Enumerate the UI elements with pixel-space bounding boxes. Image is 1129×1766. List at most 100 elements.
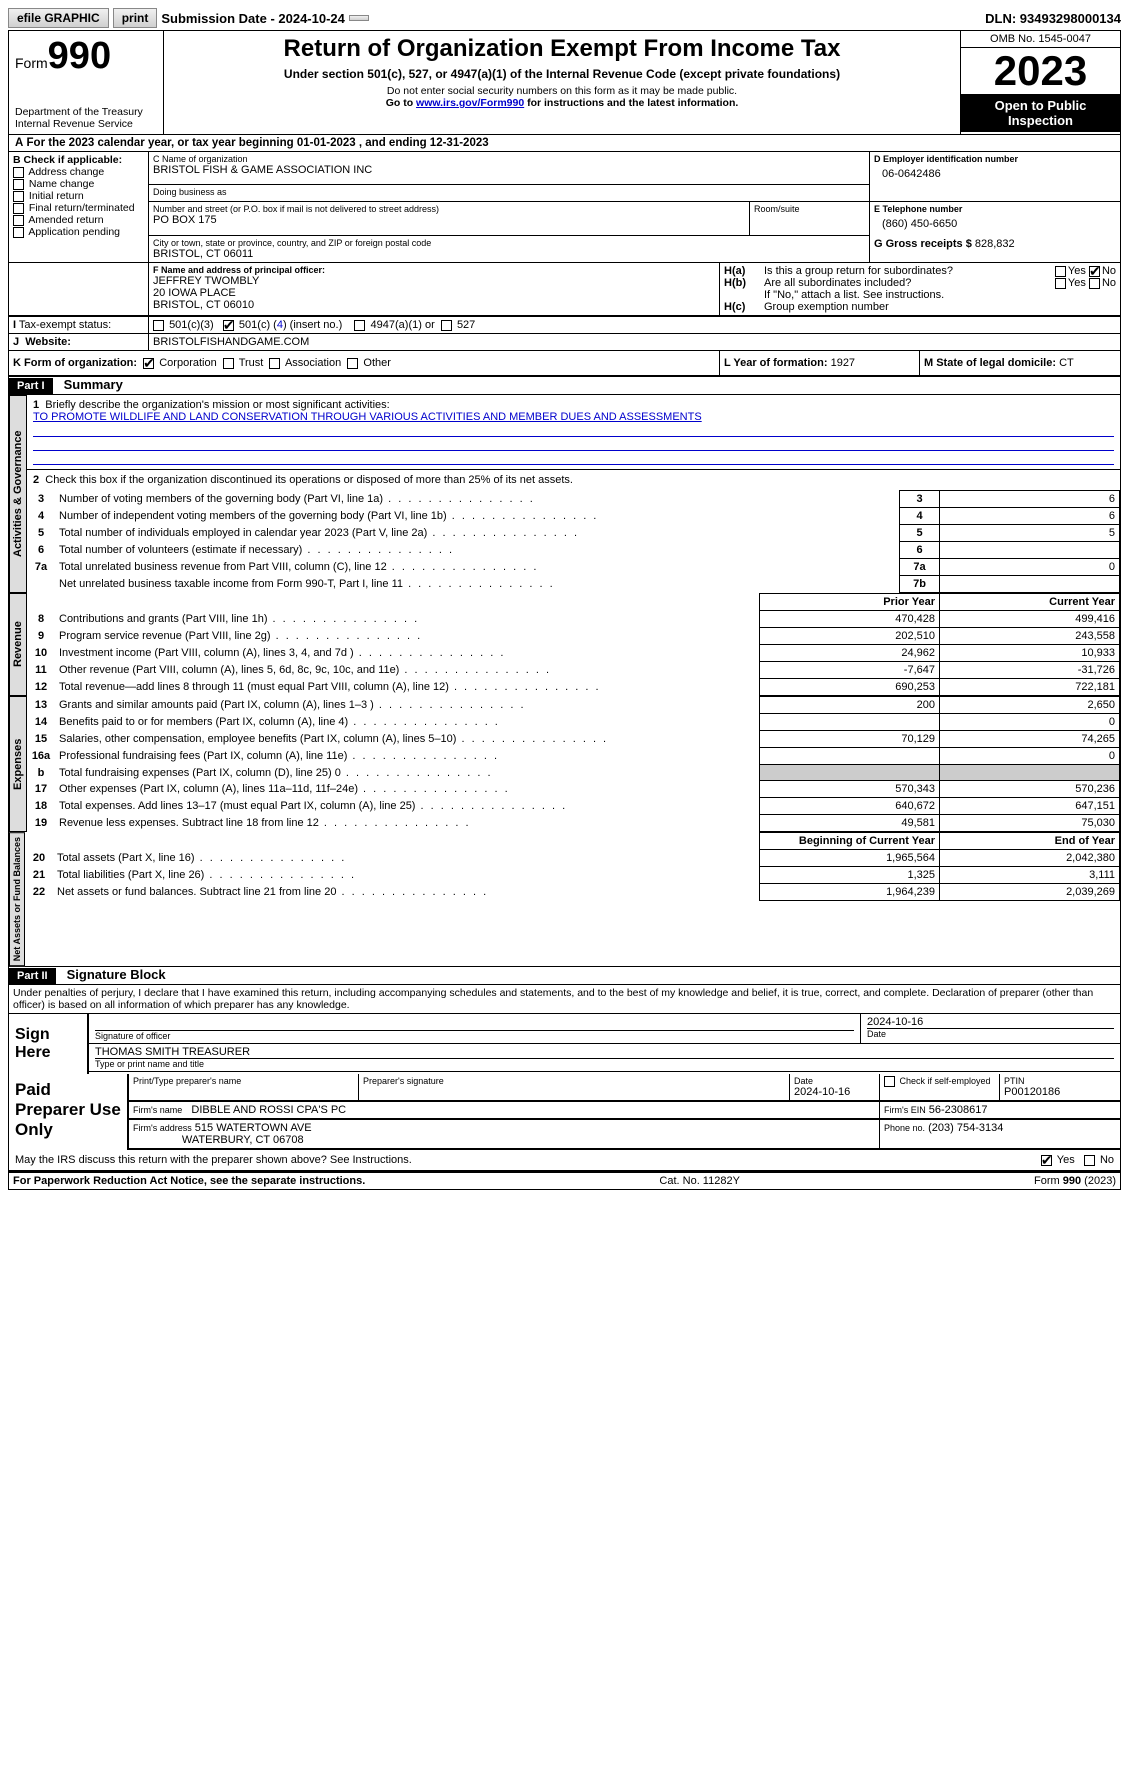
part2-header: Part II Signature Block [9,966,1120,985]
officer-addr1: 20 IOWA PLACE [153,287,715,299]
line-a: A For the 2023 calendar year, or tax yea… [9,135,1120,152]
submission-date: Submission Date - 2024-10-24 [161,11,345,26]
table-row: bTotal fundraising expenses (Part IX, co… [27,765,1120,781]
netassets-section: Net Assets or Fund Balances Beginning of… [9,832,1120,966]
footer-right: Form 990 (2023) [1034,1175,1116,1187]
501c-checkbox[interactable] [223,320,234,331]
ha-no-checkbox[interactable] [1089,266,1100,277]
omb-number: OMB No. 1545-0047 [961,31,1120,48]
revenue-section: Revenue Prior YearCurrent Year 8Contribu… [9,593,1120,696]
table-row: 22Net assets or fund balances. Subtract … [25,884,1120,901]
box-c: C Name of organization BRISTOL FISH & GA… [149,152,1120,263]
527-checkbox[interactable] [441,320,452,331]
website-label: Website: [25,336,71,348]
efile-button[interactable]: efile GRAPHIC [8,8,109,28]
table-row: 16aProfessional fundraising fees (Part I… [27,748,1120,765]
q1-label: Briefly describe the organization's miss… [45,399,389,411]
part2-title: Signature Block [67,967,166,982]
dln: DLN: 93493298000134 [985,11,1121,26]
tax-exempt-label: Tax-exempt status: [19,319,111,331]
officer-label: F Name and address of principal officer: [153,265,715,275]
table-row: 19Revenue less expenses. Subtract line 1… [27,815,1120,832]
footer-left: For Paperwork Reduction Act Notice, see … [13,1175,365,1187]
hb-note: If "No," attach a list. See instructions… [724,289,1116,301]
vtab-revenue: Revenue [9,593,27,696]
table-row: 14Benefits paid to or for members (Part … [27,714,1120,731]
assoc-checkbox[interactable] [269,358,280,369]
phone-value: (860) 450-6650 [874,214,1116,234]
officer-printed: THOMAS SMITH TREASURER [95,1046,1114,1058]
line-a-text: For the 2023 calendar year, or tax year … [27,137,489,149]
city-value: BRISTOL, CT 06011 [153,248,865,260]
part1-header: Part I Summary [9,376,1120,395]
boxb-option: Application pending [13,226,144,238]
self-employed-checkbox[interactable] [884,1076,895,1087]
gross-receipts-label: G Gross receipts $ [874,238,972,250]
501c3-checkbox[interactable] [153,320,164,331]
expenses-section: Expenses 13Grants and similar amounts pa… [9,696,1120,832]
trust-checkbox[interactable] [223,358,234,369]
subtitle-3: Go to www.irs.gov/Form990 for instructio… [172,97,952,109]
discuss-yes-checkbox[interactable] [1041,1155,1052,1166]
boxb-option: Amended return [13,214,144,226]
print-button[interactable]: print [113,8,158,28]
vtab-governance: Activities & Governance [9,395,27,593]
i-row: I Tax-exempt status: 501(c)(3) 501(c) (4… [9,316,1120,334]
vtab-expenses: Expenses [9,696,27,832]
box-b-title: B Check if applicable: [13,154,144,166]
phone-label: E Telephone number [874,204,1116,214]
paid-preparer-block: Paid Preparer Use Only Print/Type prepar… [9,1074,1120,1150]
ein-label: D Employer identification number [874,154,1116,164]
hb-yes-checkbox[interactable] [1055,278,1066,289]
ha-yes-checkbox[interactable] [1055,266,1066,277]
table-row: 5Total number of individuals employed in… [27,525,1120,542]
table-row: 15Salaries, other compensation, employee… [27,731,1120,748]
ein-value: 06-0642486 [874,164,1116,184]
street-label: Number and street (or P.O. box if mail i… [153,204,745,214]
hb-text: Are all subordinates included? [764,277,1006,289]
sign-date-label: Date [867,1028,1114,1039]
table-row: 18Total expenses. Add lines 13–17 (must … [27,798,1120,815]
corp-checkbox[interactable] [143,358,154,369]
officer-addr2: BRISTOL, CT 06010 [153,299,715,311]
vtab-netassets: Net Assets or Fund Balances [9,832,25,966]
footer: For Paperwork Reduction Act Notice, see … [9,1172,1120,1189]
irs-link[interactable]: www.irs.gov/Form990 [416,97,524,109]
header-mid: Return of Organization Exempt From Incom… [164,31,960,134]
penalty-text: Under penalties of perjury, I declare th… [9,985,1120,1014]
discuss-row: May the IRS discuss this return with the… [9,1150,1120,1172]
gross-receipts-value: 828,832 [975,238,1015,250]
top-bar: efile GRAPHIC print Submission Date - 20… [8,8,1121,28]
hc-text: Group exemption number [764,301,889,313]
summary-section: Activities & Governance 1 Briefly descri… [9,395,1120,593]
officer-name: JEFFREY TWOMBLY [153,275,715,287]
ha-text: Is this a group return for subordinates? [764,265,1006,277]
goto-suffix: for instructions and the latest informat… [524,97,738,109]
table-row: 4Number of independent voting members of… [27,508,1120,525]
revenue-table: Prior YearCurrent Year 8Contributions an… [27,593,1120,696]
hb-no-checkbox[interactable] [1089,278,1100,289]
j-row: J Website: BRISTOLFISHANDGAME.COM [9,334,1120,351]
mission-text: TO PROMOTE WILDLIFE AND LAND CONSERVATIO… [33,411,702,423]
website-value: BRISTOLFISHANDGAME.COM [149,334,1120,351]
header-left: Form990 Department of the Treasury Inter… [9,31,164,134]
4947-checkbox[interactable] [354,320,365,331]
k-row: K Form of organization: Corporation Trus… [9,351,1120,376]
boxb-option: Final return/terminated [13,202,144,214]
sign-date: 2024-10-16 [867,1016,1114,1028]
part1-title: Summary [64,377,123,392]
dept-irs: Internal Revenue Service [15,118,157,130]
sig-officer-label: Signature of officer [95,1030,854,1041]
other-checkbox[interactable] [347,358,358,369]
city-label: City or town, state or province, country… [153,238,865,248]
q2-text: Check this box if the organization disco… [45,474,573,486]
form-number: 990 [48,35,111,77]
form-org-label: K Form of organization: [13,357,137,369]
discuss-no-checkbox[interactable] [1084,1155,1095,1166]
street-value: PO BOX 175 [153,214,745,226]
table-row: Net unrelated business taxable income fr… [27,576,1120,593]
table-row: 21Total liabilities (Part X, line 26)1,3… [25,867,1120,884]
room-label: Room/suite [754,204,865,214]
info-block: B Check if applicable: Address change Na… [9,152,1120,263]
blank-button[interactable] [349,15,369,21]
